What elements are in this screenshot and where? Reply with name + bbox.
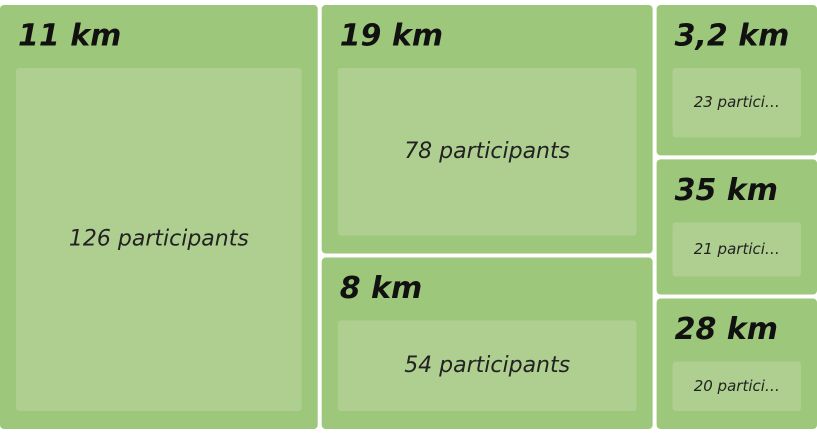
value-label: 126 participants xyxy=(69,227,249,252)
value-label: 78 participants xyxy=(404,139,570,164)
value-label: 54 participants xyxy=(404,353,570,378)
tile-inner xyxy=(672,68,801,138)
tile-inner xyxy=(337,68,637,236)
tile-inner xyxy=(672,222,801,277)
tile-label: 28 km xyxy=(675,312,778,347)
tile-inner xyxy=(16,68,302,411)
value-label: 23 partici… xyxy=(694,93,780,111)
value-label: 20 partici… xyxy=(694,377,780,395)
tile-inner xyxy=(672,361,801,411)
tile-label: 11 km xyxy=(18,19,121,54)
tile-label: 3,2 km xyxy=(675,19,790,54)
tile-label: 35 km xyxy=(675,173,778,208)
tile-label: 8 km xyxy=(340,271,423,306)
value-label: 21 partici… xyxy=(694,240,780,258)
tile-label: 19 km xyxy=(340,19,443,54)
tile-inner xyxy=(337,320,637,411)
